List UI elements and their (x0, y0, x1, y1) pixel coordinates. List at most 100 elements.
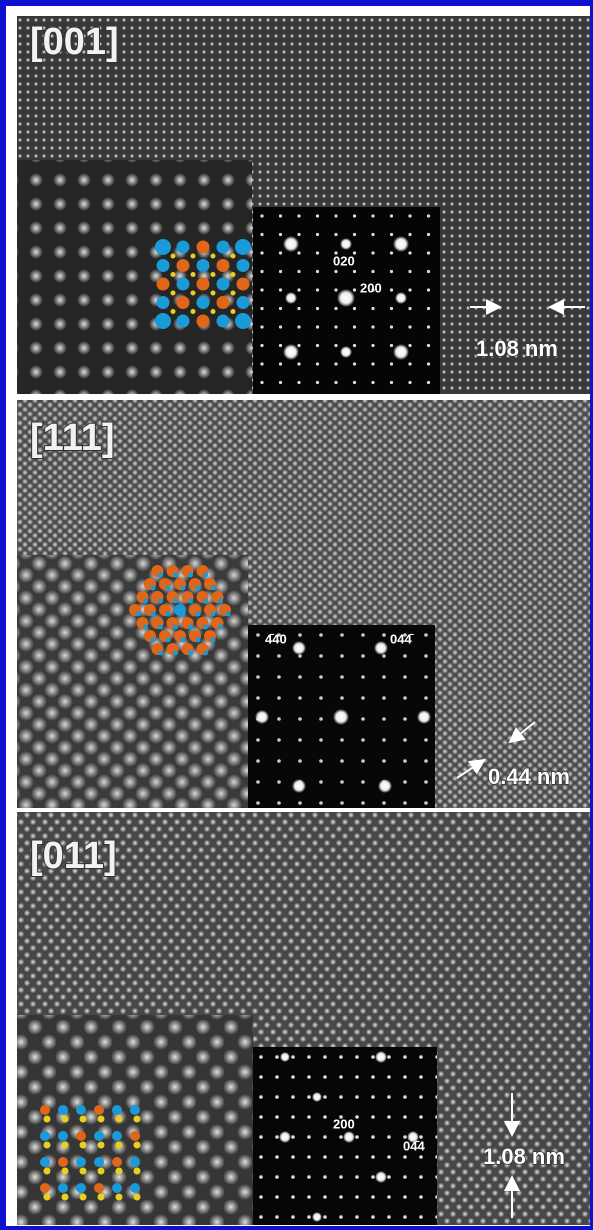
scale-label: 0.44 nm (488, 764, 570, 789)
atom (97, 1193, 105, 1201)
atom (218, 624, 223, 630)
atom (155, 239, 171, 255)
atom (210, 253, 216, 259)
atom (112, 1183, 122, 1193)
atom (203, 624, 208, 630)
atom (180, 637, 186, 643)
magnified-inset (17, 160, 252, 394)
atom (210, 309, 216, 314)
atom (135, 611, 141, 617)
atom-model (155, 239, 251, 329)
atom (170, 309, 176, 314)
atom (176, 259, 190, 272)
atom (230, 253, 236, 259)
atom (190, 253, 196, 259)
atom (133, 1193, 141, 1201)
atom (176, 314, 190, 328)
atom (176, 277, 190, 291)
atom (190, 309, 196, 314)
atom (133, 1115, 141, 1123)
atom (79, 1115, 87, 1123)
atom (225, 611, 231, 617)
atom (43, 1167, 51, 1175)
atom (203, 572, 208, 578)
atom (216, 240, 230, 254)
atom (158, 650, 163, 656)
atom (40, 1105, 50, 1115)
atom (188, 572, 193, 578)
atom (58, 1157, 68, 1167)
atom (155, 313, 171, 329)
atom (210, 611, 216, 617)
atom (158, 624, 163, 630)
diffraction-index: 020 (333, 253, 355, 268)
atom (133, 1141, 141, 1149)
atom (203, 598, 208, 604)
atom (156, 259, 170, 272)
atom (196, 240, 210, 254)
atom (196, 314, 210, 328)
atom (94, 1105, 104, 1115)
panel-111: [111] 4̄40 044̄ 0.44 nm (17, 400, 590, 808)
atom (76, 1131, 86, 1141)
atom (230, 272, 236, 277)
atom (216, 314, 230, 328)
atom (94, 1131, 104, 1141)
atom (112, 1105, 122, 1115)
atom (236, 259, 250, 272)
atom (173, 598, 178, 604)
atom (58, 1183, 68, 1193)
atom (97, 1167, 105, 1175)
atom (115, 1141, 123, 1149)
atom (196, 277, 210, 291)
atom (230, 290, 236, 296)
atom (61, 1167, 69, 1175)
atom (173, 572, 178, 578)
scale-arrow (456, 758, 486, 779)
atom (165, 637, 171, 643)
panel-001: [001] 020 200 1.08 nm (17, 16, 590, 394)
atom (195, 585, 201, 591)
atom (133, 1167, 141, 1175)
atom (130, 1131, 140, 1141)
atom (210, 290, 216, 296)
atom-model (40, 1105, 141, 1201)
atom (130, 1157, 140, 1167)
atom (196, 296, 210, 309)
atom (61, 1141, 69, 1149)
diffraction-index: 04̄4 (403, 1138, 425, 1153)
magnified-inset (17, 555, 248, 808)
atom (190, 290, 196, 296)
atom (195, 637, 201, 643)
atom (218, 598, 223, 604)
atom (236, 277, 250, 291)
atom-model (129, 565, 231, 656)
atom (76, 1183, 86, 1193)
atom (203, 650, 208, 656)
atom (165, 611, 171, 617)
atom (158, 572, 163, 578)
atom (170, 290, 176, 296)
atom (188, 624, 193, 630)
scale-label: 1.08 nm (476, 336, 558, 361)
atom (188, 650, 193, 656)
atom (150, 585, 156, 591)
atom (130, 1105, 140, 1115)
atom (58, 1131, 68, 1141)
atom (79, 1167, 87, 1175)
atom (210, 585, 216, 591)
atom (40, 1183, 50, 1193)
atom (40, 1157, 50, 1167)
atom (216, 296, 230, 309)
atom (43, 1115, 51, 1123)
zone-axis-label: [111] (30, 417, 115, 459)
diffraction-index: 044̄ (390, 631, 414, 646)
atom (97, 1141, 105, 1149)
atom (170, 272, 176, 277)
atom (150, 611, 156, 617)
atom (79, 1141, 87, 1149)
atom (79, 1193, 87, 1201)
atom (176, 240, 190, 254)
zone-axis-label: [001] (30, 21, 119, 63)
